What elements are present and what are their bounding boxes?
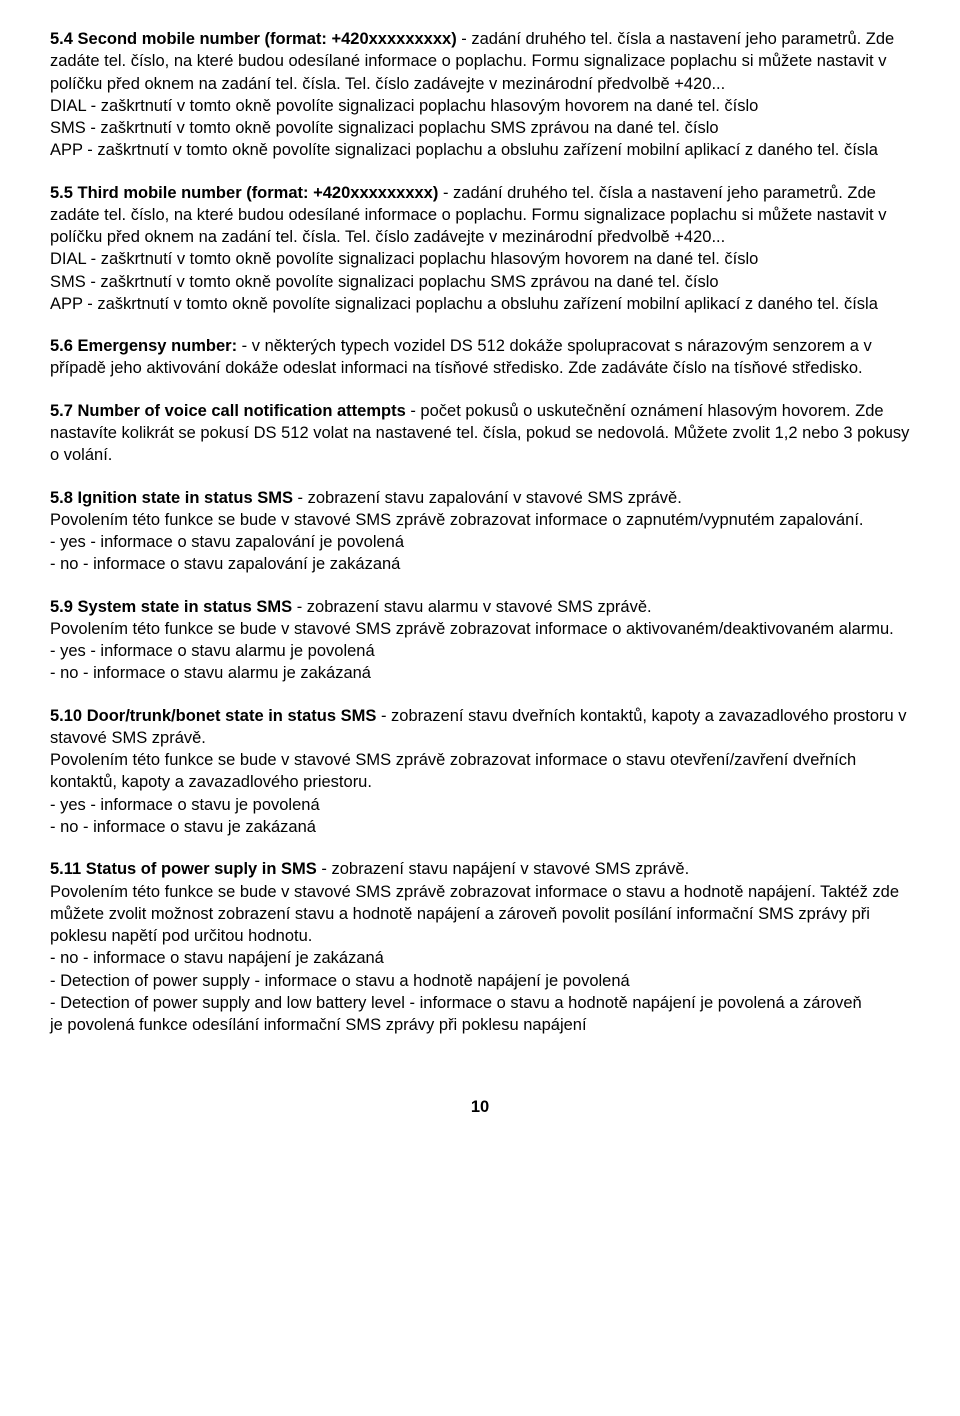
section-heading: 5.11 Status of power suply in SMS: [50, 860, 317, 878]
section-5-11: 5.11 Status of power suply in SMS - zobr…: [50, 858, 910, 1036]
section-5-8: 5.8 Ignition state in status SMS - zobra…: [50, 487, 910, 576]
section-5-7: 5.7 Number of voice call notification at…: [50, 400, 910, 467]
section-line: - no - informace o stavu napájení je zak…: [50, 947, 910, 969]
section-5-5: 5.5 Third mobile number (format: +420xxx…: [50, 182, 910, 316]
section-line: SMS - zaškrtnutí v tomto okně povolíte s…: [50, 117, 910, 139]
section-line: APP - zaškrtnutí v tomto okně povolíte s…: [50, 139, 910, 161]
section-line: - Detection of power supply - informace …: [50, 970, 910, 992]
section-heading: 5.6 Emergensy number:: [50, 337, 237, 355]
section-line: je povolená funkce odesílání informační …: [50, 1014, 910, 1036]
section-line: Povolením této funkce se bude v stavové …: [50, 618, 910, 640]
section-body: - zobrazení stavu napájení v stavové SMS…: [317, 860, 689, 878]
section-body: - zobrazení stavu alarmu v stavové SMS z…: [292, 598, 651, 616]
section-line: DIAL - zaškrtnutí v tomto okně povolíte …: [50, 95, 910, 117]
page-number: 10: [50, 1096, 910, 1118]
section-5-4: 5.4 Second mobile number (format: +420xx…: [50, 28, 910, 162]
section-line: - yes - informace o stavu zapalování je …: [50, 531, 910, 553]
section-heading: 5.4 Second mobile number (format: +420xx…: [50, 30, 457, 48]
section-line: - no - informace o stavu je zakázaná: [50, 816, 910, 838]
document-page: 5.4 Second mobile number (format: +420xx…: [0, 0, 960, 1159]
section-line: DIAL - zaškrtnutí v tomto okně povolíte …: [50, 248, 910, 270]
section-heading: 5.5 Third mobile number (format: +420xxx…: [50, 184, 438, 202]
section-line: - yes - informace o stavu je povolená: [50, 794, 910, 816]
section-line: Povolením této funkce se bude v stavové …: [50, 749, 910, 794]
section-line: - yes - informace o stavu alarmu je povo…: [50, 640, 910, 662]
section-5-10: 5.10 Door/trunk/bonet state in status SM…: [50, 705, 910, 839]
section-line: SMS - zaškrtnutí v tomto okně povolíte s…: [50, 271, 910, 293]
section-heading: 5.8 Ignition state in status SMS: [50, 489, 293, 507]
section-heading: 5.9 System state in status SMS: [50, 598, 292, 616]
section-5-6: 5.6 Emergensy number: - v některých type…: [50, 335, 910, 380]
section-line: - Detection of power supply and low batt…: [50, 992, 910, 1014]
section-5-9: 5.9 System state in status SMS - zobraze…: [50, 596, 910, 685]
section-heading: 5.7 Number of voice call notification at…: [50, 402, 406, 420]
section-line: Povolením této funkce se bude v stavové …: [50, 881, 910, 948]
section-line: APP - zaškrtnutí v tomto okně povolíte s…: [50, 293, 910, 315]
section-body: - zobrazení stavu zapalování v stavové S…: [293, 489, 682, 507]
section-line: - no - informace o stavu zapalování je z…: [50, 553, 910, 575]
section-line: - no - informace o stavu alarmu je zakáz…: [50, 662, 910, 684]
section-heading: 5.10 Door/trunk/bonet state in status SM…: [50, 707, 376, 725]
section-line: Povolením této funkce se bude v stavové …: [50, 509, 910, 531]
